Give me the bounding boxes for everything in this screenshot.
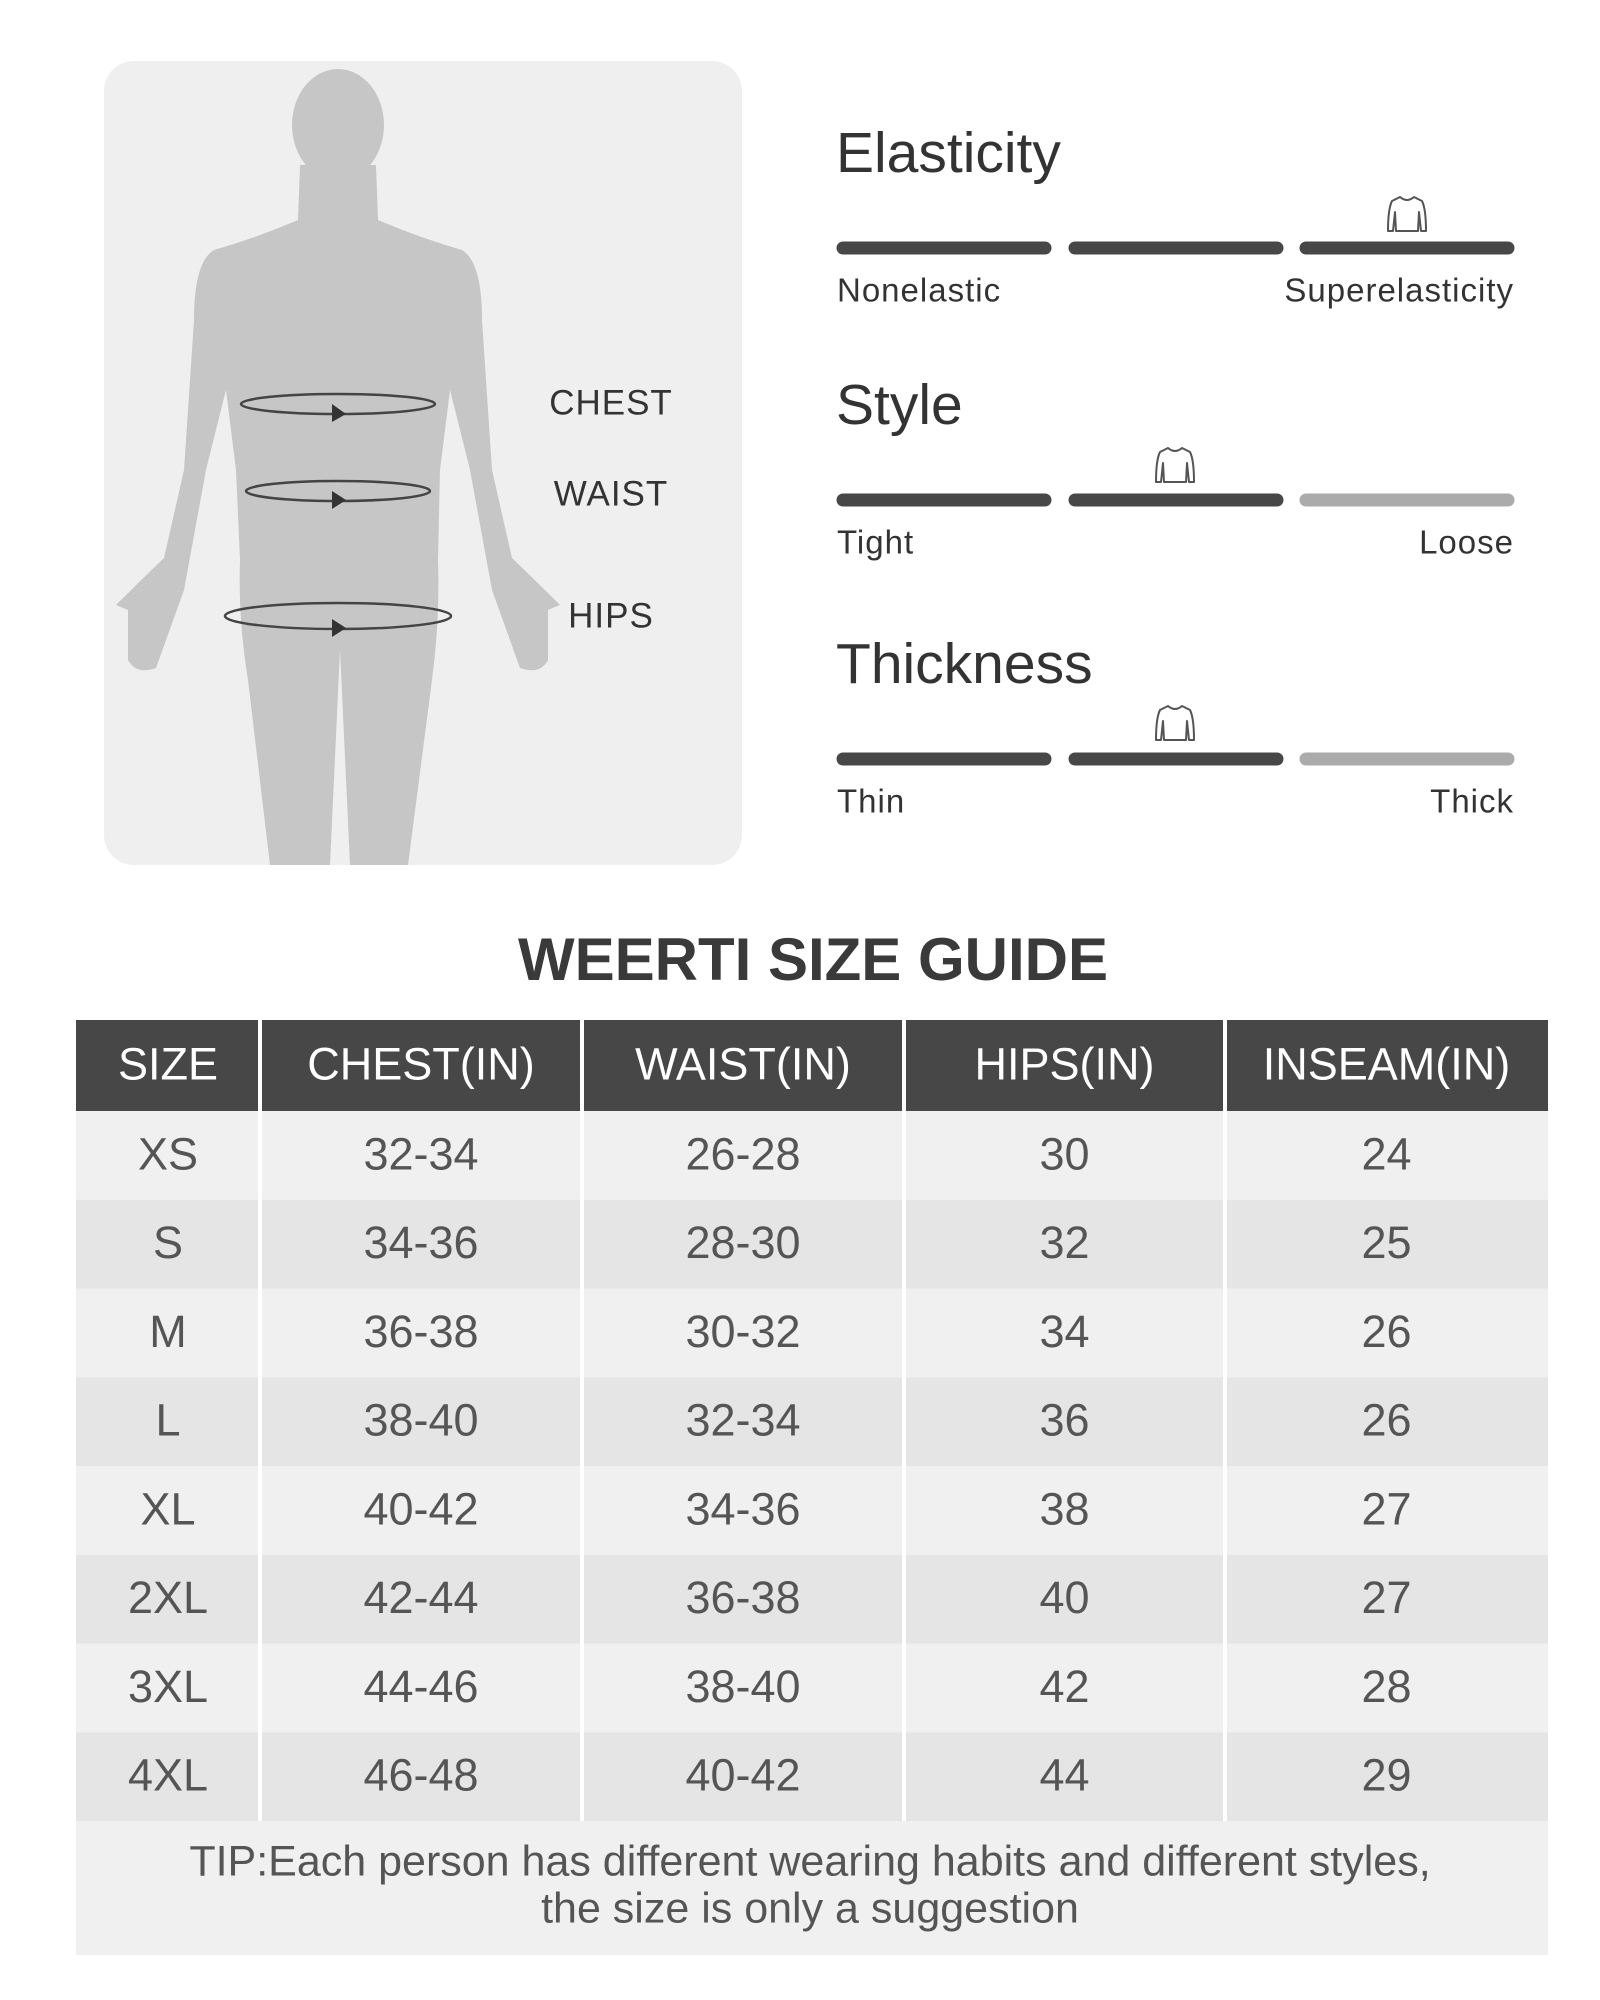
header-cell: SIZE xyxy=(118,1038,218,1089)
tip-bg xyxy=(76,1821,1548,1955)
table-cell: 27 xyxy=(1361,1483,1411,1534)
scale-high: Loose xyxy=(1419,524,1514,561)
table-cell: 32-34 xyxy=(363,1128,478,1179)
scale-title: Thickness xyxy=(836,632,1093,696)
scale-low: Tight xyxy=(837,524,914,561)
table-row-bg xyxy=(76,1377,1548,1466)
table-row-bg xyxy=(76,1466,1548,1555)
table-cell: 24 xyxy=(1361,1128,1411,1179)
table-cell: 3XL xyxy=(128,1661,208,1712)
table-cell: 38 xyxy=(1039,1483,1089,1534)
table-cell: 42-44 xyxy=(363,1572,478,1623)
scale-marker xyxy=(1155,447,1195,483)
table-cell: L xyxy=(155,1395,180,1446)
table-cell: 32-34 xyxy=(685,1395,800,1446)
table-cell: 38-40 xyxy=(363,1395,478,1446)
table-cell: M xyxy=(149,1306,187,1357)
table-cell: 25 xyxy=(1361,1217,1411,1268)
table-row-bg xyxy=(76,1111,1548,1200)
table-cell: 2XL xyxy=(128,1572,208,1623)
table-row-bg xyxy=(76,1199,1548,1289)
table-cell: 30 xyxy=(1039,1128,1089,1179)
table-cell: 44-46 xyxy=(363,1661,478,1712)
scale-marker xyxy=(1155,705,1195,741)
table-row-bg xyxy=(76,1554,1548,1644)
table-cell: 34-36 xyxy=(363,1217,478,1268)
scale-high: Thick xyxy=(1430,783,1514,820)
table-cell: 32 xyxy=(1039,1217,1089,1268)
scale-high: Superelasticity xyxy=(1284,272,1514,309)
table-row-bg xyxy=(76,1732,1548,1821)
table-cell: 34-36 xyxy=(685,1483,800,1534)
header-cell: CHEST(IN) xyxy=(307,1038,534,1089)
table-cell: 26-28 xyxy=(685,1128,800,1179)
table-cell: 42 xyxy=(1039,1661,1089,1712)
header-cell: HIPS(IN) xyxy=(975,1038,1155,1089)
header-cell: WAIST(IN) xyxy=(635,1038,851,1089)
table-cell: 28-30 xyxy=(685,1217,800,1268)
table-cell: 28 xyxy=(1361,1661,1411,1712)
table-cell: 36-38 xyxy=(685,1572,800,1623)
table-cell: 46-48 xyxy=(363,1750,478,1801)
table-title: WEERTI SIZE GUIDE xyxy=(518,926,1108,993)
figure-label: CHEST xyxy=(549,383,673,422)
body-figure xyxy=(116,69,560,865)
table-cell: 38-40 xyxy=(685,1661,800,1712)
table-row-bg xyxy=(76,1643,1548,1733)
table-row-bg xyxy=(76,1288,1548,1378)
table-cell: 36-38 xyxy=(363,1306,478,1357)
table-header-bg xyxy=(76,1020,1548,1111)
table-cell: 40-42 xyxy=(685,1750,800,1801)
table-cell: 26 xyxy=(1361,1395,1411,1446)
figure-label: HIPS xyxy=(568,596,654,635)
tip-line: the size is only a suggestion xyxy=(541,1884,1079,1932)
scale-low: Nonelastic xyxy=(837,272,1001,309)
table-cell: S xyxy=(153,1217,183,1268)
table-cell: XS xyxy=(138,1128,198,1179)
tip-line: TIP:Each person has different wearing ha… xyxy=(189,1837,1430,1885)
table-cell: 36 xyxy=(1039,1395,1089,1446)
table-cell: 44 xyxy=(1039,1750,1089,1801)
header-cell: INSEAM(IN) xyxy=(1263,1038,1511,1089)
table-cell: 27 xyxy=(1361,1572,1411,1623)
table-cell: 34 xyxy=(1039,1306,1089,1357)
scale-marker xyxy=(1387,196,1427,232)
scale-title: Elasticity xyxy=(836,121,1061,185)
figure-label: WAIST xyxy=(554,474,669,513)
table-cell: 40 xyxy=(1039,1572,1089,1623)
table-cell: 4XL xyxy=(128,1750,208,1801)
table-cell: 30-32 xyxy=(685,1306,800,1357)
size-table: SIZE CHEST(IN) WAIST(IN) HIPS(IN) INSEAM(IN)… xyxy=(76,1020,1548,1955)
scale-low: Thin xyxy=(837,783,905,820)
measure-arrows xyxy=(332,404,346,637)
table-cell: 29 xyxy=(1361,1750,1411,1801)
table-cell: XL xyxy=(140,1483,195,1534)
scale-title: Style xyxy=(836,373,963,437)
table-cell: 40-42 xyxy=(363,1483,478,1534)
table-cell: 26 xyxy=(1361,1306,1411,1357)
